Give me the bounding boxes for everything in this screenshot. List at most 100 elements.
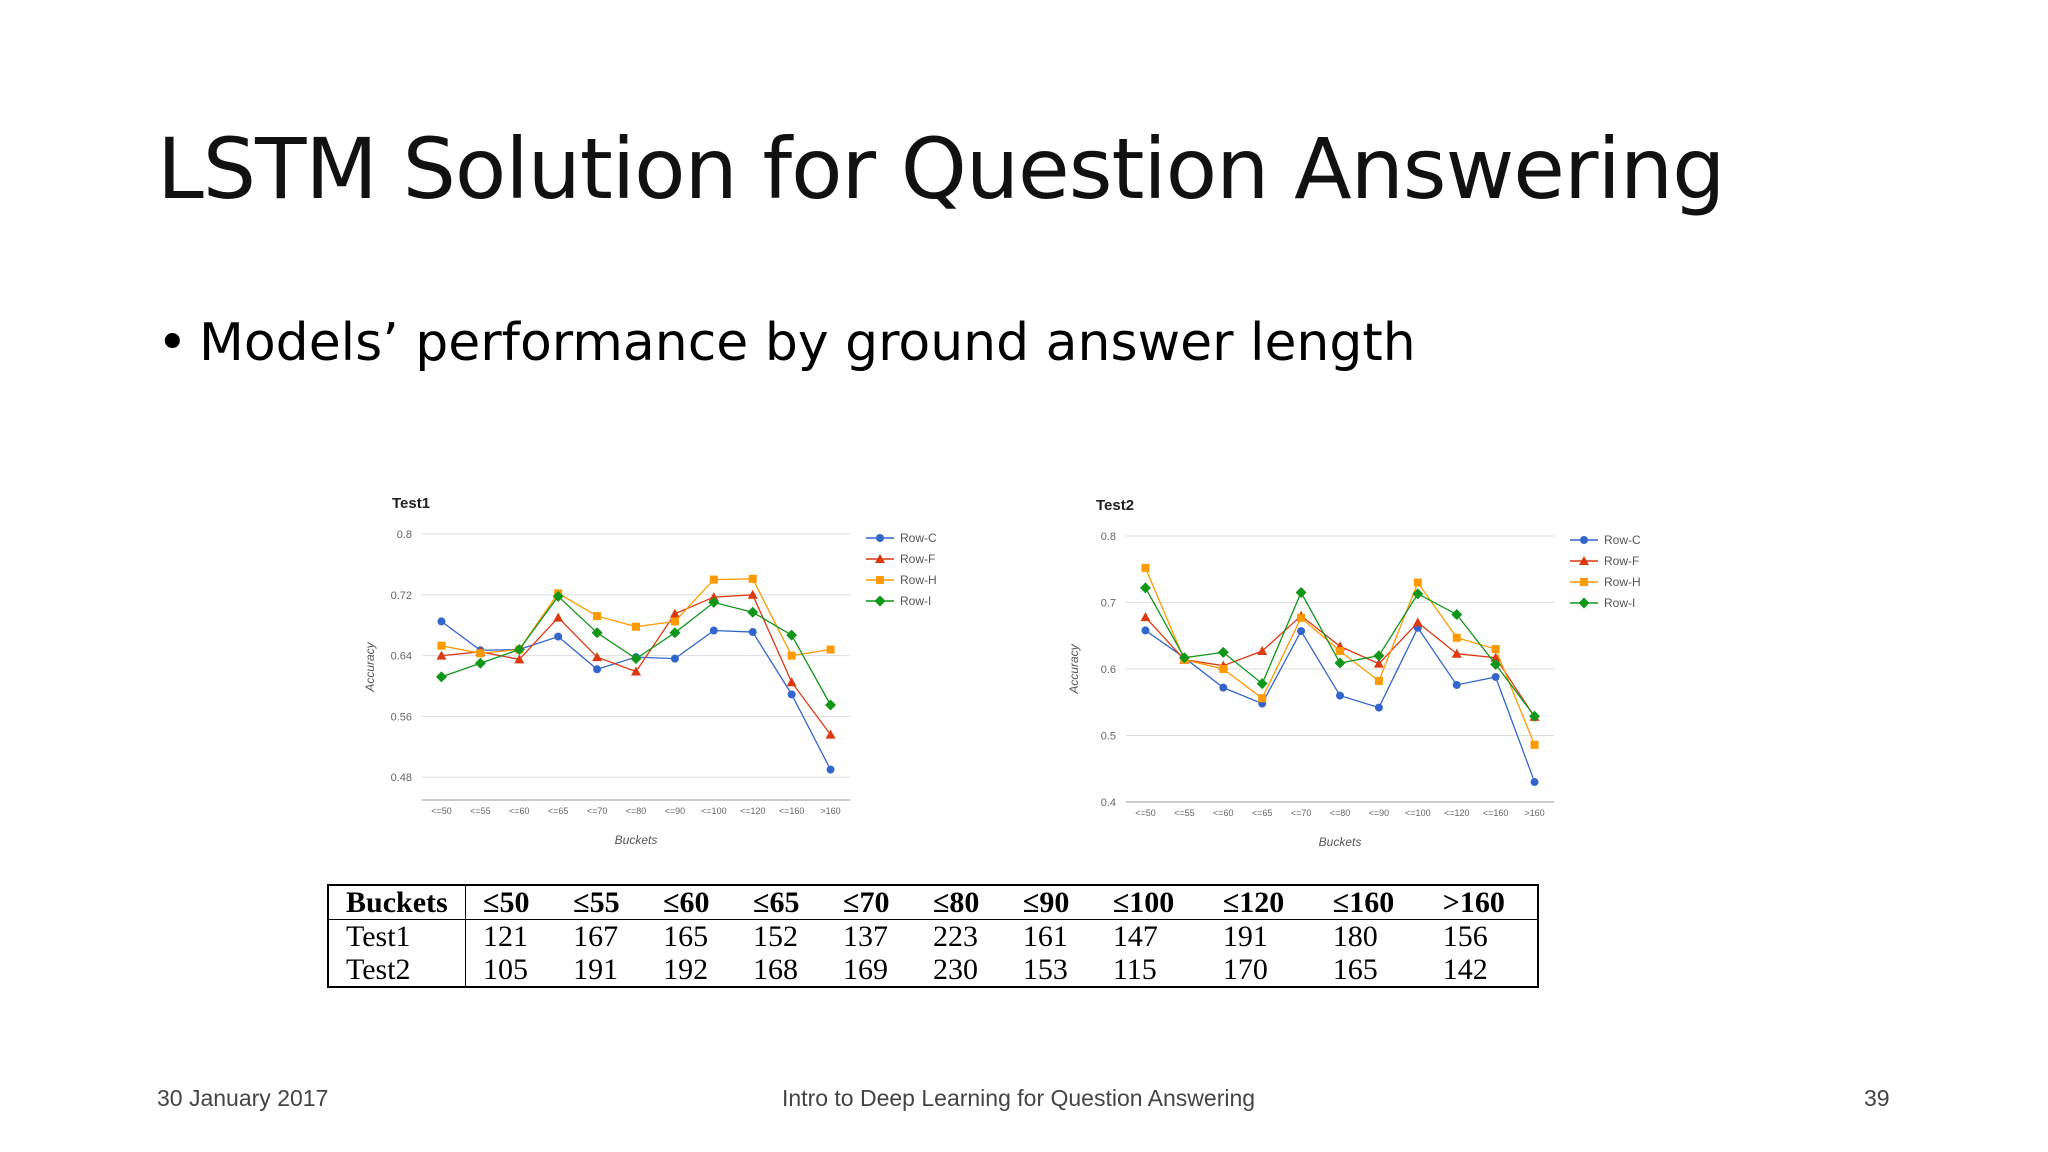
table-cell: 180 bbox=[1332, 920, 1378, 953]
table-cell: 142 bbox=[1442, 953, 1488, 986]
test1-legend-marker bbox=[874, 595, 886, 607]
test1-data-point bbox=[435, 671, 447, 683]
test1-data-point bbox=[709, 575, 718, 584]
test1-x-tick-label: <=100 bbox=[701, 806, 727, 816]
test2-x-tick-label: <=120 bbox=[1444, 808, 1470, 818]
test1-data-point bbox=[630, 653, 642, 665]
test2-y-axis-label: Accuracy bbox=[1067, 643, 1081, 694]
table-header-cell: ≤90 bbox=[1005, 885, 1096, 920]
chart-test2: Test2 0.8 0.7 0.6 0.5 0.4 <=50 <=55 <=60 <=65 <=70… bbox=[1056, 494, 1696, 862]
test2-data-point bbox=[1139, 582, 1151, 594]
test2-data-point bbox=[1336, 647, 1344, 656]
test2-data-point bbox=[1452, 680, 1461, 689]
test2-data-point bbox=[1297, 627, 1306, 636]
test2-x-tick-label: <=80 bbox=[1330, 808, 1351, 818]
test2-y-tick-label: 0.6 bbox=[1101, 664, 1116, 676]
table-cell: 147 bbox=[1112, 920, 1158, 953]
test1-data-point bbox=[670, 654, 679, 663]
test1-legend-label: Row-I bbox=[900, 594, 931, 608]
table-header-cell: ≤120 bbox=[1205, 885, 1316, 920]
table-header-cell: ≤50 bbox=[465, 885, 557, 920]
test1-data-point bbox=[476, 649, 485, 658]
test1-legend-marker bbox=[875, 554, 885, 563]
test1-y-tick-label: 0.48 bbox=[391, 772, 412, 784]
test1-data-point bbox=[787, 690, 796, 699]
test2-data-point bbox=[1141, 626, 1150, 635]
test2-legend-label: Row-F bbox=[1604, 554, 1639, 568]
table-cell: 223 bbox=[932, 920, 978, 953]
test1-data-point bbox=[786, 677, 797, 687]
test2-data-point bbox=[1336, 691, 1344, 700]
test1-x-tick-label: <=60 bbox=[509, 806, 530, 816]
table-cell: 153 bbox=[1022, 953, 1068, 986]
test1-y-tick-label: 0.56 bbox=[391, 711, 412, 723]
test2-x-axis-label: Buckets bbox=[1319, 835, 1362, 849]
test2-data-point bbox=[1412, 617, 1423, 627]
test1-data-point bbox=[747, 606, 759, 618]
test2-data-point bbox=[1256, 678, 1268, 690]
test1-data-point bbox=[632, 622, 640, 631]
table-row: Test2 105 191 192 168 169 230 153 115 17… bbox=[328, 953, 1538, 987]
test1-y-tick-label: 0.8 bbox=[397, 529, 412, 541]
test2-y-tick-label: 0.4 bbox=[1101, 797, 1116, 809]
test2-legend-marker bbox=[1578, 597, 1590, 609]
test1-series-line-row-i bbox=[441, 595, 832, 706]
test2-legend-label: Row-H bbox=[1604, 575, 1641, 589]
test2-data-point bbox=[1258, 694, 1267, 703]
table-cell: 105 bbox=[483, 953, 528, 986]
test2-data-point bbox=[1452, 633, 1461, 642]
test1-data-point bbox=[669, 627, 681, 639]
test1-data-point bbox=[670, 617, 679, 626]
table-cell: 168 bbox=[753, 953, 799, 986]
table-row-label: Test2 bbox=[328, 953, 466, 987]
test2-data-point bbox=[1529, 710, 1541, 722]
test2-series-line-row-h bbox=[1144, 567, 1536, 746]
table-cell: 191 bbox=[573, 953, 619, 986]
test2-data-point bbox=[1451, 608, 1463, 620]
test2-x-tick-label: <=160 bbox=[1483, 808, 1509, 818]
table-header-cell: ≤70 bbox=[825, 885, 916, 920]
test2-data-point bbox=[1373, 658, 1384, 668]
table-cell: 161 bbox=[1022, 920, 1068, 953]
test2-data-point bbox=[1217, 646, 1229, 658]
test1-data-point bbox=[437, 617, 446, 626]
test1-data-point bbox=[825, 729, 836, 739]
test1-x-axis-label: Buckets bbox=[615, 833, 658, 847]
test1-data-point bbox=[748, 574, 757, 583]
test1-series-line-row-c bbox=[441, 620, 832, 770]
test1-data-point bbox=[669, 608, 680, 618]
test1-data-point bbox=[552, 590, 564, 602]
test1-data-point bbox=[748, 628, 757, 637]
test1-x-tick-label: <=65 bbox=[548, 806, 569, 816]
test2-y-tick-label: 0.5 bbox=[1101, 731, 1116, 743]
test1-x-tick-label: <=70 bbox=[587, 806, 608, 816]
test2-data-point bbox=[1295, 587, 1307, 599]
test1-data-point bbox=[825, 699, 837, 711]
test2-x-tick-label: <=100 bbox=[1405, 808, 1431, 818]
test1-data-point bbox=[826, 645, 835, 654]
test2-data-point bbox=[1257, 646, 1268, 656]
test2-legend-marker bbox=[1580, 578, 1588, 586]
test1-x-tick-label: <=50 bbox=[431, 806, 452, 816]
test2-title: Test2 bbox=[1096, 497, 1134, 514]
test2-x-tick-label: <=90 bbox=[1369, 808, 1390, 818]
table-header-cell: Buckets bbox=[328, 885, 466, 920]
test2-legend-marker bbox=[1579, 556, 1589, 565]
test1-x-tick-label: <=55 bbox=[470, 806, 491, 816]
test1-legend-label: Row-C bbox=[900, 531, 937, 545]
test1-data-point bbox=[631, 666, 641, 676]
test1-data-point bbox=[708, 596, 720, 608]
chart-test2-svg: Test2 0.8 0.7 0.6 0.5 0.4 <=50 <=55 <=60 <=65 <=70… bbox=[1067, 497, 1641, 849]
table-cell: 152 bbox=[753, 920, 799, 953]
test2-x-tick-label: <=55 bbox=[1174, 808, 1195, 818]
test2-data-point bbox=[1219, 683, 1228, 692]
test2-data-point bbox=[1297, 613, 1306, 622]
test1-y-tick-label: 0.64 bbox=[391, 651, 412, 663]
test1-legend-label: Row-F bbox=[900, 552, 935, 566]
bullet-text: Models’ performance by ground answer len… bbox=[199, 313, 1416, 373]
table-cell: 115 bbox=[1112, 953, 1157, 986]
test1-title: Test1 bbox=[392, 495, 430, 512]
test2-y-tick-label: 0.7 bbox=[1101, 598, 1116, 610]
test2-x-tick-label: <=60 bbox=[1213, 808, 1234, 818]
page-number: 39 bbox=[1864, 1085, 1890, 1111]
